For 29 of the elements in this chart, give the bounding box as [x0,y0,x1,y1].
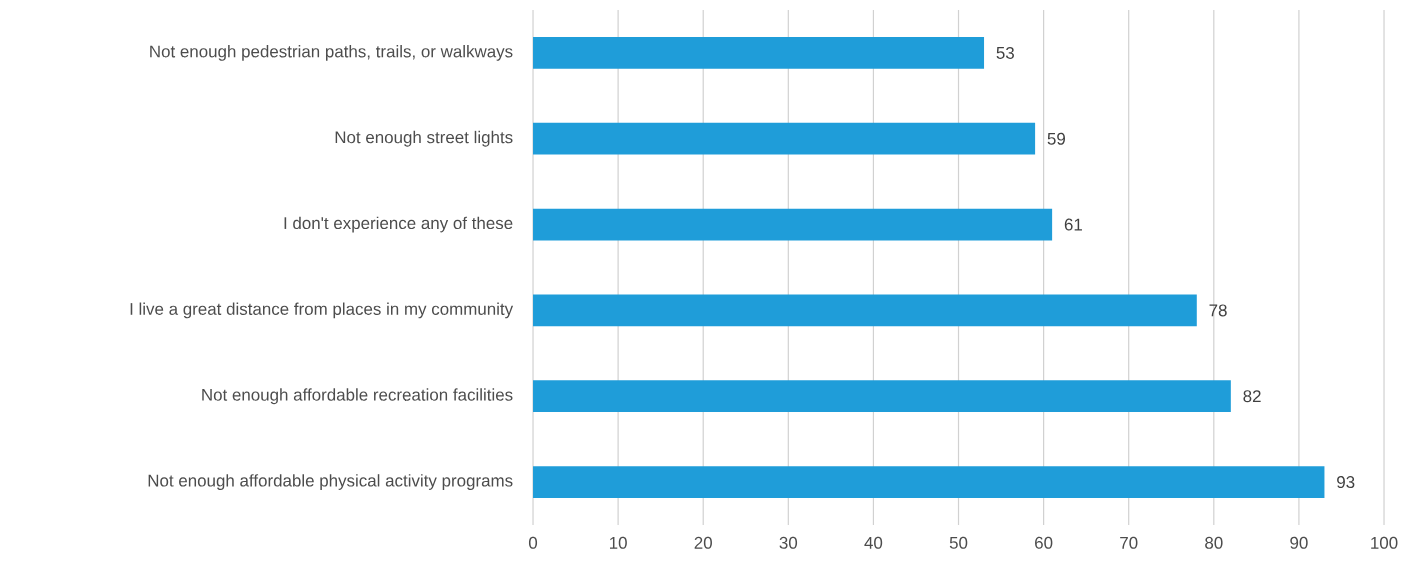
x-tick-label: 70 [1120,536,1138,549]
x-tick-label: 90 [1290,536,1308,549]
bar [533,294,1197,327]
x-tick-label: 20 [694,536,712,549]
x-tick-label: 30 [779,536,798,549]
x-tick-label: 40 [864,536,883,549]
y-tick-label: Not enough affordable recreation facilities [202,388,513,405]
x-tick-label: 50 [949,536,968,549]
data-label: 78 [1209,304,1227,317]
bar [533,466,1325,498]
x-tick-label: 60 [1035,536,1053,549]
data-label: 93 [1337,476,1355,489]
y-tick-label: I live a great distance from places in my community [130,302,514,319]
x-tick-label: 100 [1371,536,1398,549]
bar [533,380,1231,413]
data-label: 61 [1064,218,1082,231]
y-tick-label: I don't experience any of these [284,216,513,233]
data-label: 82 [1243,390,1261,403]
bar [533,37,985,69]
bar [533,122,1036,155]
y-tick-label: Not enough affordable physical activity programs [148,474,513,490]
x-tick-label: 0 [528,536,538,549]
x-tick-label: 10 [609,536,627,549]
x-tick-label: 80 [1205,536,1223,549]
y-tick-label: Not enough pedestrian paths, trails, or walkways [150,45,513,61]
y-tick-label: Not enough street lights [335,130,513,147]
data-label: 59 [1047,132,1065,145]
data-label: 53 [996,46,1014,59]
bar [533,208,1053,241]
